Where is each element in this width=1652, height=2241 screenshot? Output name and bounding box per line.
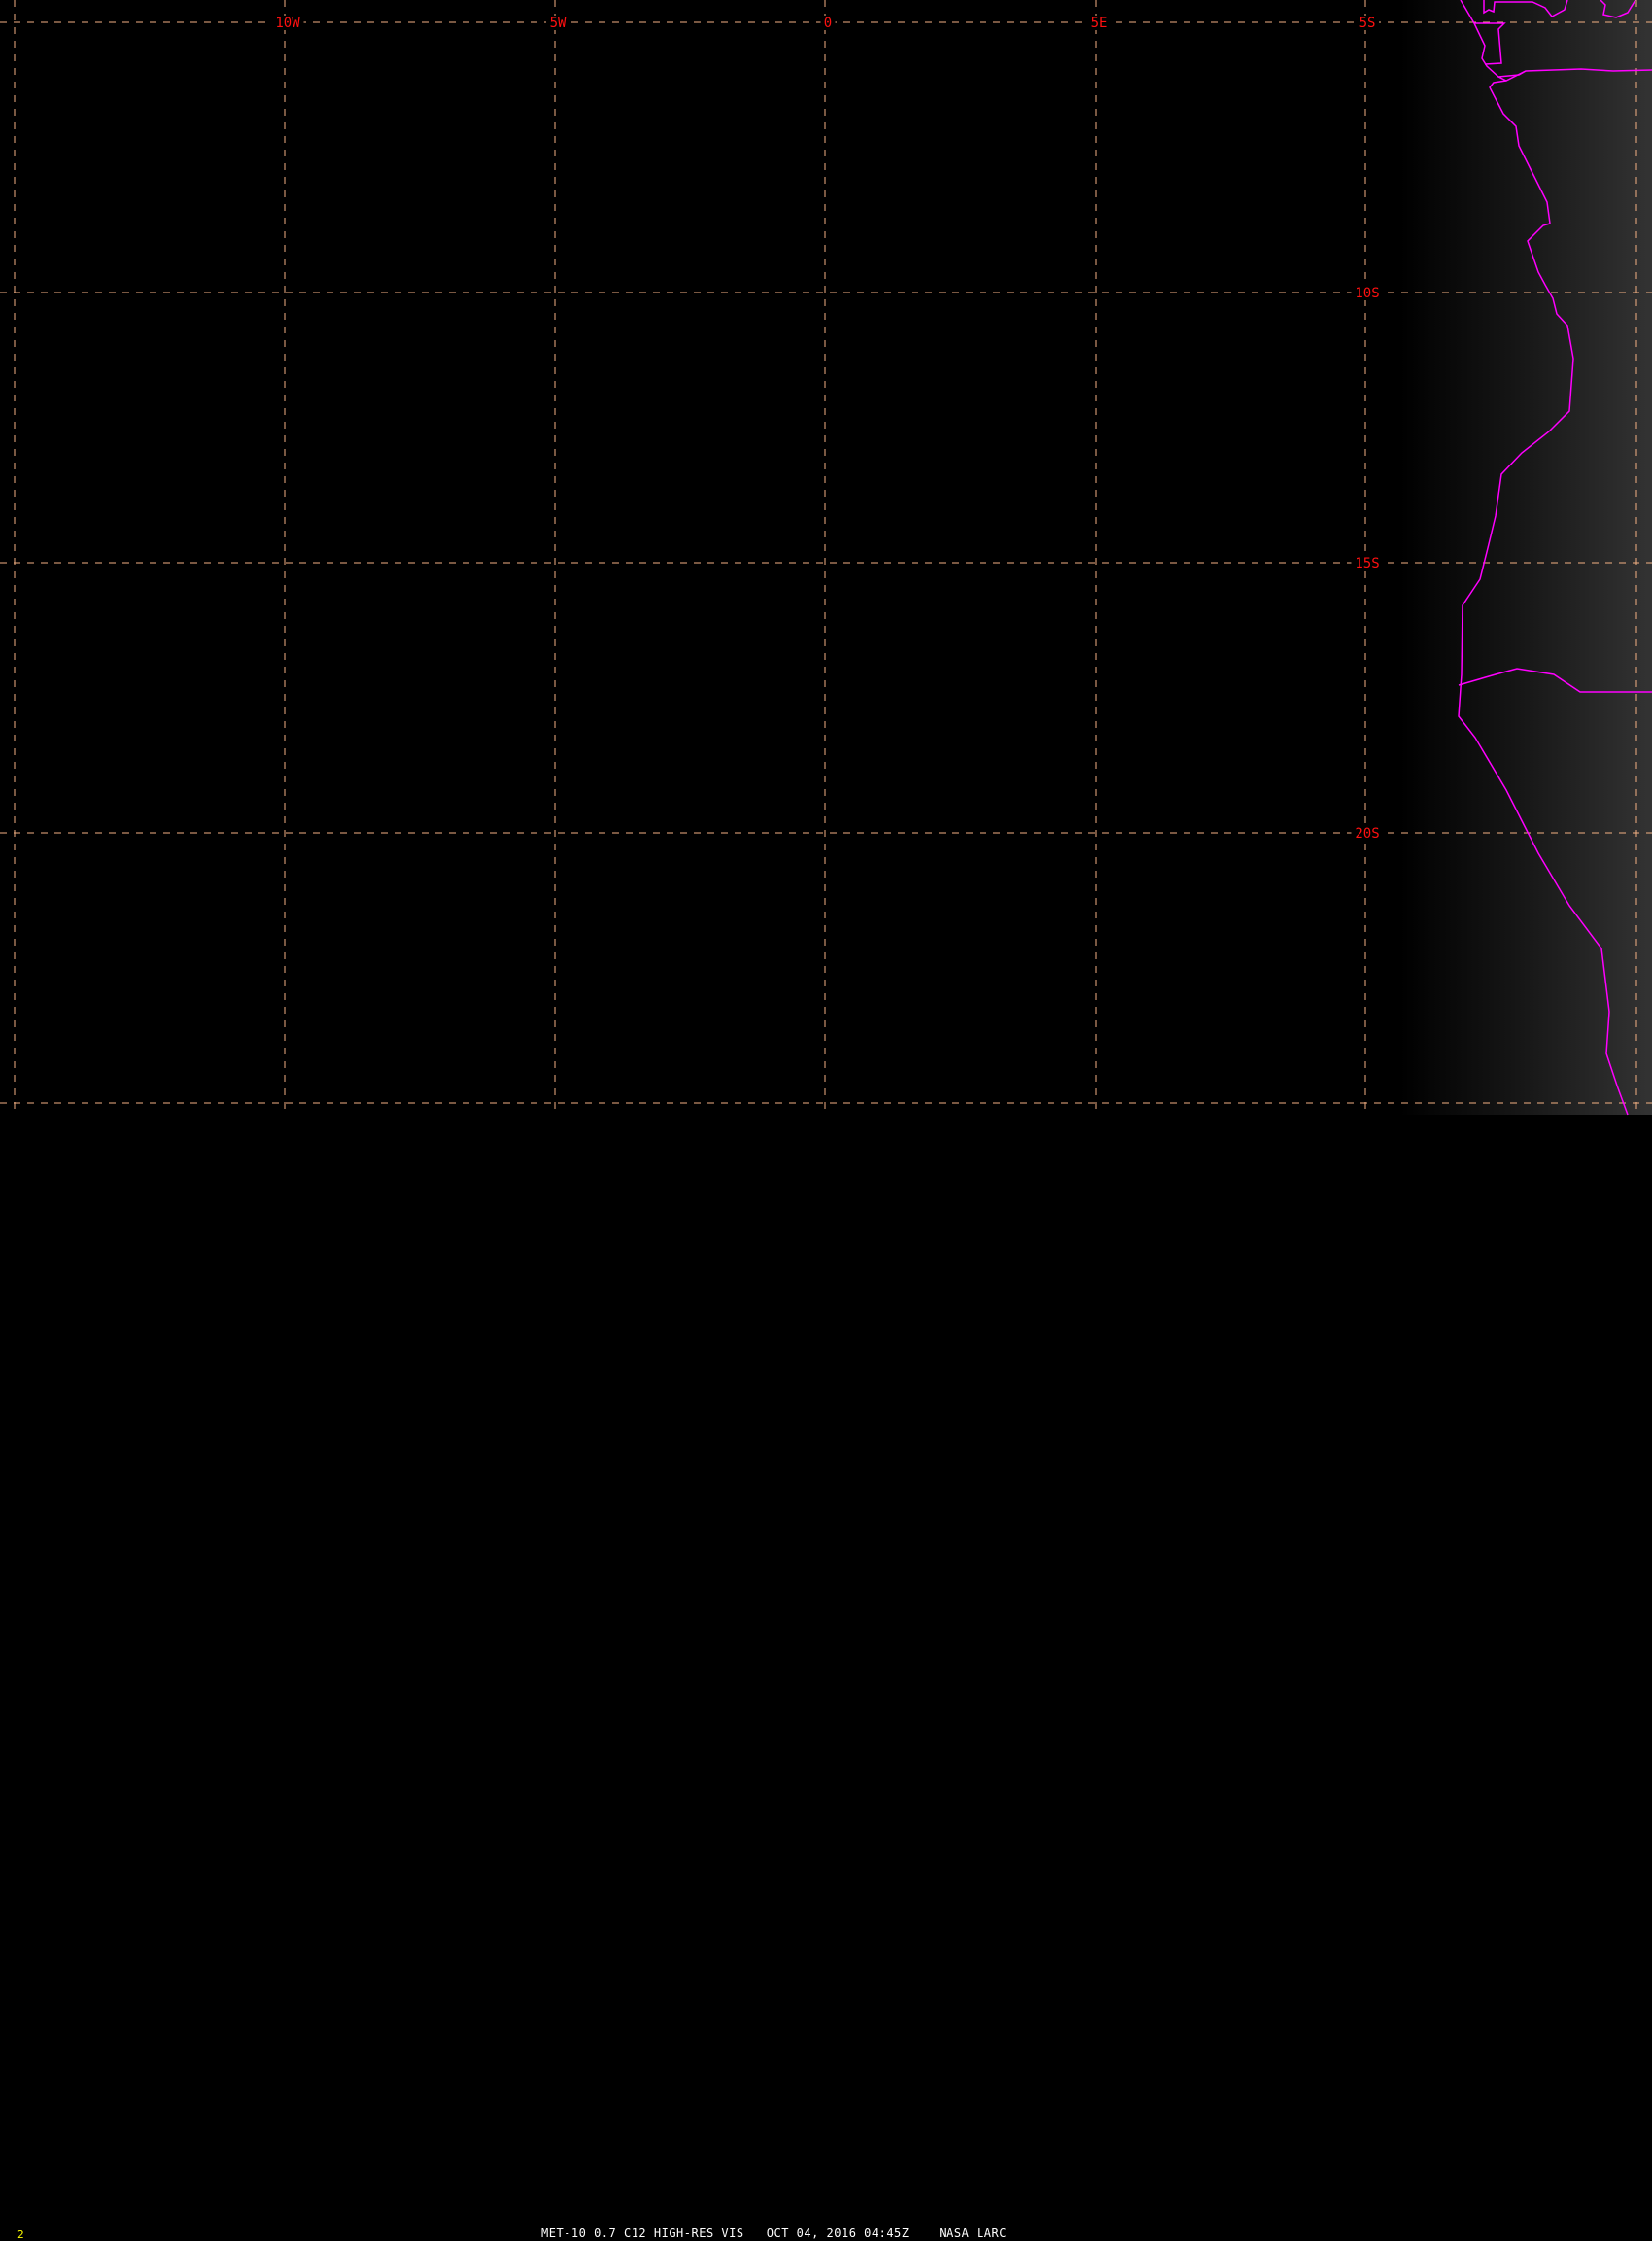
label-background	[1356, 16, 1379, 30]
land-imagery	[1399, 0, 1652, 1115]
label-background	[1087, 16, 1111, 30]
latitude-label: 5S	[1359, 16, 1376, 31]
frame-number: 2	[17, 2228, 24, 2241]
coastline	[1458, 80, 1629, 1116]
longitude-label: 5E	[1091, 16, 1108, 31]
label-background	[1351, 826, 1384, 841]
satellite-map: 10W 5W 0 5E 5S 10S 15S 20S	[0, 0, 1652, 1116]
latitude-label: 10S	[1355, 286, 1379, 301]
label-background	[820, 16, 836, 30]
longitude-label: 0	[824, 16, 832, 31]
latitude-label: 15S	[1355, 556, 1379, 571]
image-footer: 2 MET-10 0.7 C12 HIGH-RES VIS OCT 04, 20…	[0, 1113, 1652, 2241]
longitude-label: 10W	[275, 16, 300, 31]
latitude-label: 20S	[1355, 826, 1379, 842]
border	[1483, 0, 1568, 17]
label-background	[1351, 286, 1384, 300]
border	[1474, 22, 1506, 65]
label-background	[1351, 556, 1384, 570]
image-caption: MET-10 0.7 C12 HIGH-RES VIS OCT 04, 2016…	[541, 2226, 1007, 2240]
label-background	[546, 16, 569, 30]
longitude-label: 5W	[550, 16, 567, 31]
coastline-borders	[1458, 0, 1652, 1116]
border	[1600, 0, 1636, 18]
coastline	[1460, 0, 1527, 78]
label-background	[271, 16, 304, 30]
border	[1458, 668, 1652, 693]
border	[1497, 68, 1652, 82]
